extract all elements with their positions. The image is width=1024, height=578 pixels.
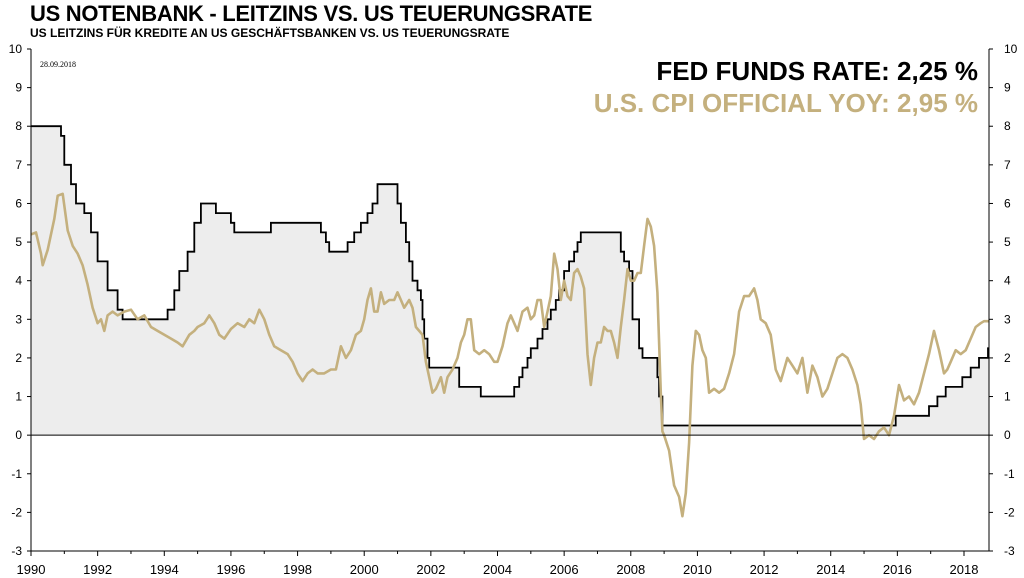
left-y-tick-label: 2 xyxy=(15,351,22,365)
axes xyxy=(30,49,990,552)
x-tick-label: 2014 xyxy=(816,562,845,577)
right-y-tick-label: 3 xyxy=(1004,312,1011,326)
left-y-tick-label: -3 xyxy=(11,544,22,558)
right-y-tick-label: 0 xyxy=(1004,428,1011,442)
fed-funds-rate-area xyxy=(31,126,989,436)
x-tick-label: 2000 xyxy=(350,562,379,577)
legend-fed-funds-rate: FED FUNDS RATE: 2,25 % xyxy=(656,56,978,86)
x-tick-label: 2002 xyxy=(416,562,445,577)
right-y-tick-label: -3 xyxy=(1004,544,1015,558)
x-tick-label: 2008 xyxy=(616,562,645,577)
left-y-tick-label: 1 xyxy=(15,390,22,404)
x-tick-label: 2010 xyxy=(683,562,712,577)
x-tick-label: 2016 xyxy=(883,562,912,577)
right-y-tick-label: 5 xyxy=(1004,235,1011,249)
legend-cpi-yoy: U.S. CPI OFFICIAL YOY: 2,95 % xyxy=(594,88,978,118)
x-tick-label: 2012 xyxy=(750,562,779,577)
x-tick-label: 1994 xyxy=(150,562,179,577)
left-y-tick-label: -1 xyxy=(11,467,22,481)
left-y-tick-label: 5 xyxy=(15,235,22,249)
fed-funds-rate-line xyxy=(31,125,989,427)
chart-subtitle: US LEITZINS FÜR KREDITE AN US GESCHÄFTSB… xyxy=(30,26,510,40)
left-y-tick-label: 9 xyxy=(15,81,22,95)
cpi-yoy-line xyxy=(30,192,989,518)
chart-title: US NOTENBANK - LEITZINS VS. US TEUERUNGS… xyxy=(30,1,593,26)
x-tick-label: 1996 xyxy=(216,562,245,577)
right-y-tick-label: 6 xyxy=(1004,196,1011,210)
x-tick-label: 1990 xyxy=(17,562,46,577)
right-y-tick-label: 10 xyxy=(1004,42,1018,56)
x-tick-label: 2018 xyxy=(950,562,979,577)
left-y-tick-label: -2 xyxy=(11,505,22,519)
left-y-tick-label: 0 xyxy=(15,428,22,442)
right-y-tick-label: 8 xyxy=(1004,119,1011,133)
left-y-tick-label: 6 xyxy=(15,196,22,210)
right-y-tick-label: 7 xyxy=(1004,158,1011,172)
series-layer xyxy=(30,125,989,518)
x-tick-label: 1992 xyxy=(83,562,112,577)
left-y-tick-label: 10 xyxy=(9,42,23,56)
right-y-tick-label: 1 xyxy=(1004,390,1011,404)
x-tick-labels: 1990 1992 1994 1996 1998 2000 2002 2004 2006 2008… xyxy=(17,562,979,577)
left-y-tick-label: 3 xyxy=(15,312,22,326)
right-y-tick-label: 9 xyxy=(1004,81,1011,95)
left-y-tick-label: 4 xyxy=(15,274,22,288)
right-y-tick-label: 2 xyxy=(1004,351,1011,365)
right-y-tick-label: -2 xyxy=(1004,505,1015,519)
right-y-tick-label: -1 xyxy=(1004,467,1015,481)
x-tick-label: 2006 xyxy=(550,562,579,577)
gridlines xyxy=(27,48,993,556)
left-y-tick-label: 8 xyxy=(15,119,22,133)
left-y-tick-label: 7 xyxy=(15,158,22,172)
x-tick-label: 2004 xyxy=(483,562,512,577)
x-tick-label: 1998 xyxy=(283,562,312,577)
date-stamp: 28.09.2018 xyxy=(40,60,76,69)
right-y-tick-label: 4 xyxy=(1004,274,1011,288)
